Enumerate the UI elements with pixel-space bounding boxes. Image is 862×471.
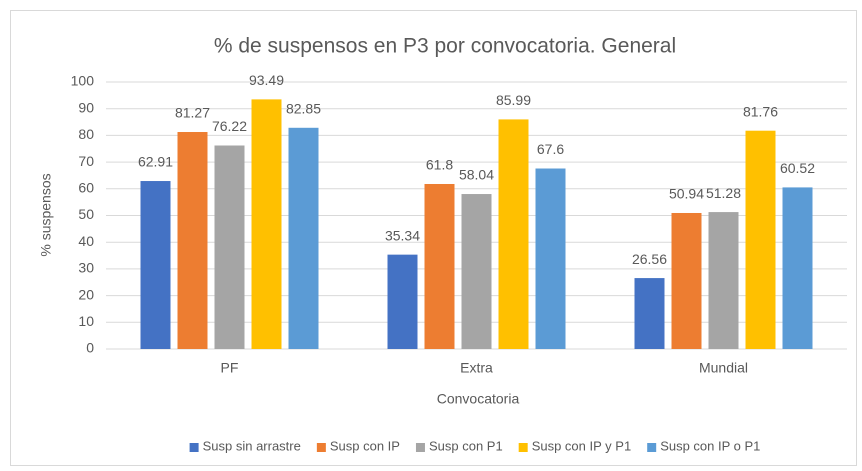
bar — [782, 187, 813, 349]
data-label: 62.91 — [138, 154, 173, 170]
bar — [498, 119, 529, 349]
bar — [535, 168, 566, 349]
y-tick-label: 90 — [78, 99, 94, 115]
data-label: 51.28 — [706, 185, 741, 201]
x-axis-label: Convocatoria — [437, 391, 520, 407]
bar — [214, 145, 245, 349]
y-tick-label: 0 — [86, 340, 94, 356]
legend-label: Susp sin arrastre — [203, 438, 301, 453]
chart-title: % de suspensos en P3 por convocatoria. G… — [214, 35, 676, 58]
legend-swatch — [189, 443, 199, 452]
x-tick-label: Mundial — [699, 360, 748, 376]
legend-swatch — [415, 443, 425, 452]
data-label: 81.27 — [175, 105, 210, 121]
bar — [708, 212, 739, 349]
legend-label: Susp con IP o P1 — [660, 438, 760, 453]
y-tick-label: 40 — [78, 233, 94, 249]
data-label: 58.04 — [459, 167, 494, 183]
y-tick-label: 30 — [78, 260, 94, 276]
y-tick-label: 20 — [78, 286, 94, 302]
data-label: 60.52 — [780, 160, 815, 176]
y-tick-label: 60 — [78, 180, 94, 196]
bar — [671, 212, 702, 349]
bar — [387, 254, 418, 349]
bar — [461, 194, 492, 349]
data-label: 81.76 — [743, 103, 778, 119]
data-label: 76.22 — [212, 118, 247, 134]
legend-swatch — [316, 443, 326, 452]
data-label: 26.56 — [632, 251, 667, 267]
legend-label: Susp con IP — [330, 438, 400, 453]
data-label: 35.34 — [385, 227, 420, 243]
bar — [745, 130, 776, 349]
x-tick-label: Extra — [460, 360, 493, 376]
x-tick-label: PF — [221, 360, 239, 376]
bar — [251, 99, 282, 349]
data-label: 85.99 — [496, 92, 531, 108]
y-axis-label: % suspensos — [38, 173, 54, 256]
legend-label: Susp con P1 — [429, 438, 503, 453]
y-tick-label: 80 — [78, 126, 94, 142]
y-tick-label: 10 — [78, 313, 94, 329]
bar — [177, 132, 208, 349]
bar — [424, 183, 455, 349]
data-label: 93.49 — [249, 72, 284, 88]
bar — [140, 181, 171, 349]
y-tick-label: 100 — [71, 73, 95, 89]
legend-label: Susp con IP y P1 — [532, 438, 632, 453]
data-label: 50.94 — [669, 186, 704, 202]
bar — [634, 278, 665, 349]
legend-swatch — [518, 443, 528, 452]
y-tick-label: 70 — [78, 153, 94, 169]
data-label: 67.6 — [537, 141, 564, 157]
data-label: 82.85 — [286, 100, 321, 116]
data-label: 61.8 — [426, 157, 453, 173]
y-tick-label: 50 — [78, 206, 94, 222]
legend-swatch — [647, 443, 657, 452]
bar — [288, 127, 319, 349]
